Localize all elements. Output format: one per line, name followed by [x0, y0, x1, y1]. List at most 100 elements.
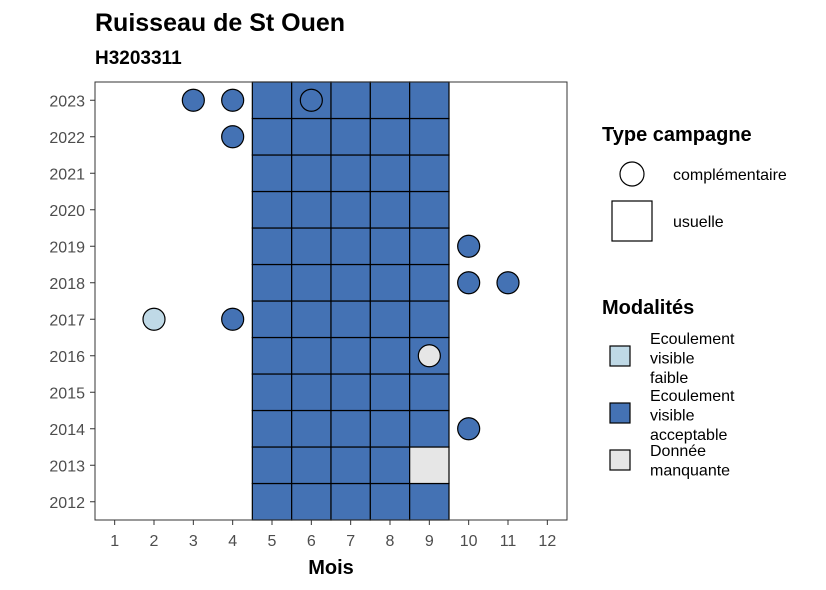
y-tick-label: 2021	[49, 166, 85, 183]
legend-modalites-title: Modalités	[602, 297, 694, 319]
cell-2012-5	[251, 482, 293, 521]
y-tick-label: 2013	[49, 458, 85, 475]
y-tick-label: 2012	[49, 495, 85, 512]
x-tick-label: 9	[425, 533, 434, 550]
complementaire-points	[142, 88, 520, 441]
cell-2018-7	[330, 263, 371, 302]
legend-label-manquante: Donnée	[650, 443, 706, 460]
cell-2021-6	[291, 154, 332, 193]
point-2023-3	[181, 88, 205, 112]
y-tick-label: 2015	[49, 385, 85, 402]
cell-2017-7	[330, 300, 371, 339]
cell-2017-6	[291, 300, 332, 339]
cell-2020-8	[369, 190, 411, 229]
x-tick-label: 1	[110, 533, 119, 550]
x-tick-label: 5	[268, 533, 277, 550]
legend-label-acceptable: visible	[650, 408, 695, 425]
cell-2016-7	[330, 336, 371, 375]
cell-2016-5	[251, 336, 293, 375]
legend-label-faible: Ecoulement	[650, 331, 735, 348]
cell-2013-5	[251, 446, 293, 485]
legend-type-title: Type campagne	[602, 124, 752, 146]
cell-2016-6	[291, 336, 332, 375]
cell-2019-9	[409, 227, 450, 266]
cell-2016-8	[369, 336, 411, 375]
y-tick-label: 2014	[49, 422, 85, 439]
x-tick-label: 4	[228, 533, 237, 550]
cell-2015-6	[291, 373, 332, 412]
x-tick-label: 7	[346, 533, 355, 550]
cell-2020-7	[330, 190, 371, 229]
x-tick-label: 3	[189, 533, 198, 550]
point-2022-4	[221, 125, 245, 149]
cell-2012-6	[291, 482, 332, 521]
y-tick-label: 2019	[49, 239, 85, 256]
legend-label-faible: faible	[650, 370, 688, 387]
x-axis: 1 2 3 4 5 6 7 8 9 10 11 12	[110, 520, 556, 550]
cell-2023-8	[369, 81, 411, 120]
cell-2018-8	[369, 263, 411, 302]
cell-2014-8	[369, 409, 411, 448]
cell-2022-5	[251, 117, 293, 156]
point-2023-4	[221, 88, 245, 112]
y-tick-label: 2016	[49, 349, 85, 366]
cell-2013-7	[330, 446, 371, 485]
cell-2018-6	[291, 263, 332, 302]
cell-2012-8	[369, 482, 411, 521]
cell-2023-7	[330, 81, 371, 120]
cell-2015-5	[251, 373, 293, 412]
cell-2017-5	[251, 300, 293, 339]
y-tick-label: 2023	[49, 93, 85, 110]
cell-2019-5	[251, 227, 293, 266]
point-2019-10	[457, 234, 481, 258]
legend-key-faible	[609, 345, 631, 367]
legend-label-acceptable: acceptable	[650, 427, 727, 444]
legend-label-acceptable: Ecoulement	[650, 388, 735, 405]
cell-2019-7	[330, 227, 371, 266]
legend-type-usuelle: usuelle	[673, 214, 724, 231]
usuelle-cells	[251, 81, 450, 521]
legend-type-complementaire: complémentaire	[673, 167, 787, 184]
y-axis: 2012 2013 2014 2015 2016 2017 2018 2019 2020 2021…	[49, 93, 95, 512]
point-2014-10	[457, 417, 481, 441]
point-2018-10	[457, 271, 481, 295]
cell-2012-9	[409, 482, 450, 521]
cell-2015-7	[330, 373, 371, 412]
cell-2018-9	[409, 263, 450, 302]
y-tick-label: 2022	[49, 130, 85, 147]
cell-2017-8	[369, 300, 411, 339]
point-2018-11	[496, 271, 520, 295]
cell-2020-9	[409, 190, 450, 229]
x-tick-label: 8	[386, 533, 395, 550]
point-2023-6	[299, 88, 323, 112]
plot-border	[94, 81, 568, 521]
legend-label-faible: visible	[650, 351, 695, 368]
legend-label-manquante: manquante	[650, 463, 730, 480]
x-tick-label: 10	[460, 533, 478, 550]
cell-2019-6	[291, 227, 332, 266]
cell-2018-5	[251, 263, 293, 302]
x-tick-label: 2	[150, 533, 159, 550]
legend-key-acceptable	[609, 402, 631, 424]
legend-modalites: Modalités EcoulementvisiblefaibleEcoulem…	[602, 297, 735, 480]
y-tick-label: 2017	[49, 312, 85, 329]
cell-2014-5	[251, 409, 293, 448]
cell-2013-6	[291, 446, 332, 485]
cell-2013-8	[369, 446, 411, 485]
cell-2022-9	[409, 117, 450, 156]
point-2016-9	[417, 344, 441, 368]
cell-2014-6	[291, 409, 332, 448]
cell-2012-7	[330, 482, 371, 521]
cell-2013-9	[409, 446, 450, 485]
cell-2022-8	[369, 117, 411, 156]
chart-subtitle: H3203311	[95, 48, 182, 69]
cell-2019-8	[369, 227, 411, 266]
x-tick-label: 6	[307, 533, 316, 550]
legend-key-manquante	[609, 449, 631, 471]
y-tick-label: 2020	[49, 203, 85, 220]
y-tick-label: 2018	[49, 276, 85, 293]
legend-square-key	[611, 200, 653, 242]
cell-2022-7	[330, 117, 371, 156]
cell-2023-9	[409, 81, 450, 120]
